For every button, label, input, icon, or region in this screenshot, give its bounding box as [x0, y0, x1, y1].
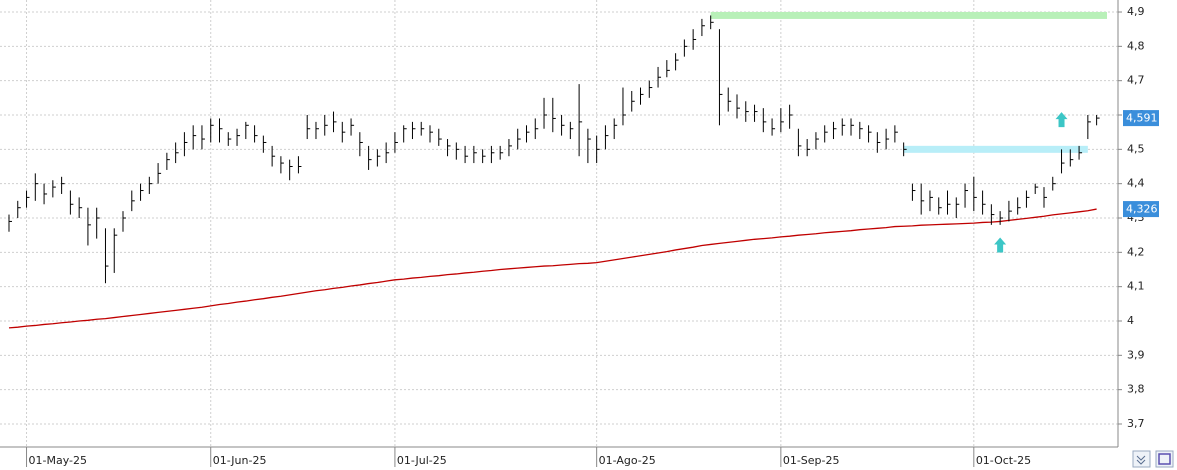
y-tick-label: 4,2: [1127, 245, 1145, 258]
y-tick-label: 4,5: [1127, 142, 1145, 155]
x-tick-label: 01-May-25: [29, 454, 87, 467]
signal-arrow: [1055, 112, 1068, 128]
y-tick-label: 4,8: [1127, 39, 1145, 52]
x-tick-label: 01-Jun-25: [213, 454, 267, 467]
y-tick-label: 4,7: [1127, 74, 1145, 87]
collapse-icon: [1136, 455, 1146, 465]
moving-average-line: [8, 208, 1097, 329]
signal-arrow: [994, 237, 1007, 253]
x-tick-label: 01-Sep-25: [783, 454, 840, 467]
y-tick-label: 3,8: [1127, 383, 1145, 396]
y-tick-label: 4: [1127, 314, 1134, 327]
save-icon: [1158, 453, 1171, 465]
x-tick-label: 01-Ago-25: [599, 454, 656, 467]
level-band: [710, 11, 1107, 19]
axes: 3,73,83,944,14,24,34,44,54,64,74,84,901-…: [26, 5, 1159, 467]
grid: [0, 0, 1118, 447]
price-label-box: [1123, 201, 1159, 218]
y-tick-label: 3,7: [1127, 417, 1145, 430]
y-tick-label: 4,9: [1127, 5, 1145, 18]
price-label: 4,326: [1126, 203, 1158, 216]
y-tick-label: 3,9: [1127, 348, 1145, 361]
price-label: 4,591: [1126, 112, 1158, 125]
price-label-box: [1123, 110, 1159, 127]
level-band: [903, 145, 1088, 153]
save-button[interactable]: [1155, 450, 1174, 468]
x-tick-label: 01-Oct-25: [976, 454, 1031, 467]
plot-area: [8, 11, 1107, 329]
y-tick-label: 4,1: [1127, 280, 1145, 293]
x-tick-label: 01-Jul-25: [397, 454, 447, 467]
y-tick-label: 4,4: [1127, 177, 1145, 190]
